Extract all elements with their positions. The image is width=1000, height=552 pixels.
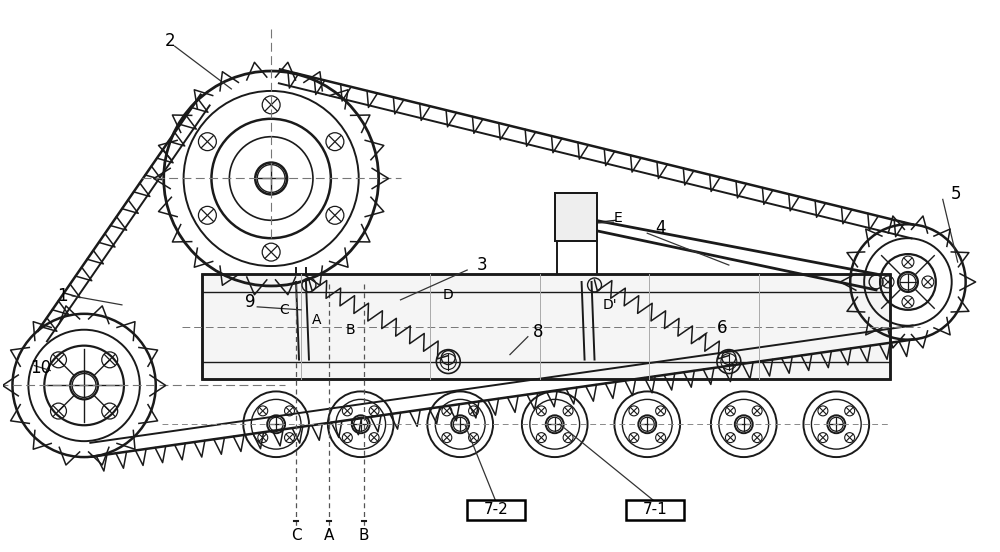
Bar (555, 193, 597, 241)
Text: 8: 8 (533, 323, 543, 341)
Text: D: D (443, 288, 454, 302)
Text: D': D' (602, 298, 617, 312)
FancyBboxPatch shape (626, 500, 684, 520)
Text: 10: 10 (30, 359, 52, 376)
Bar (555, 193, 597, 241)
Text: A: A (312, 313, 322, 327)
Text: 9: 9 (245, 293, 256, 311)
Text: 1: 1 (57, 287, 68, 305)
Text: 6: 6 (717, 319, 727, 337)
Text: E: E (613, 211, 622, 225)
Text: C: C (279, 303, 289, 317)
Text: C: C (291, 528, 301, 543)
Text: B: B (346, 323, 356, 337)
Text: 7-2: 7-2 (484, 502, 508, 517)
Text: A: A (324, 528, 334, 543)
Text: 3: 3 (477, 256, 488, 274)
Text: 7-1: 7-1 (643, 502, 668, 517)
Bar (202, 274, 890, 379)
Bar (202, 274, 890, 379)
Text: 2: 2 (165, 32, 175, 50)
Text: 4: 4 (655, 219, 666, 237)
Text: B: B (358, 528, 369, 543)
Text: 5: 5 (951, 185, 961, 204)
FancyBboxPatch shape (467, 500, 525, 520)
